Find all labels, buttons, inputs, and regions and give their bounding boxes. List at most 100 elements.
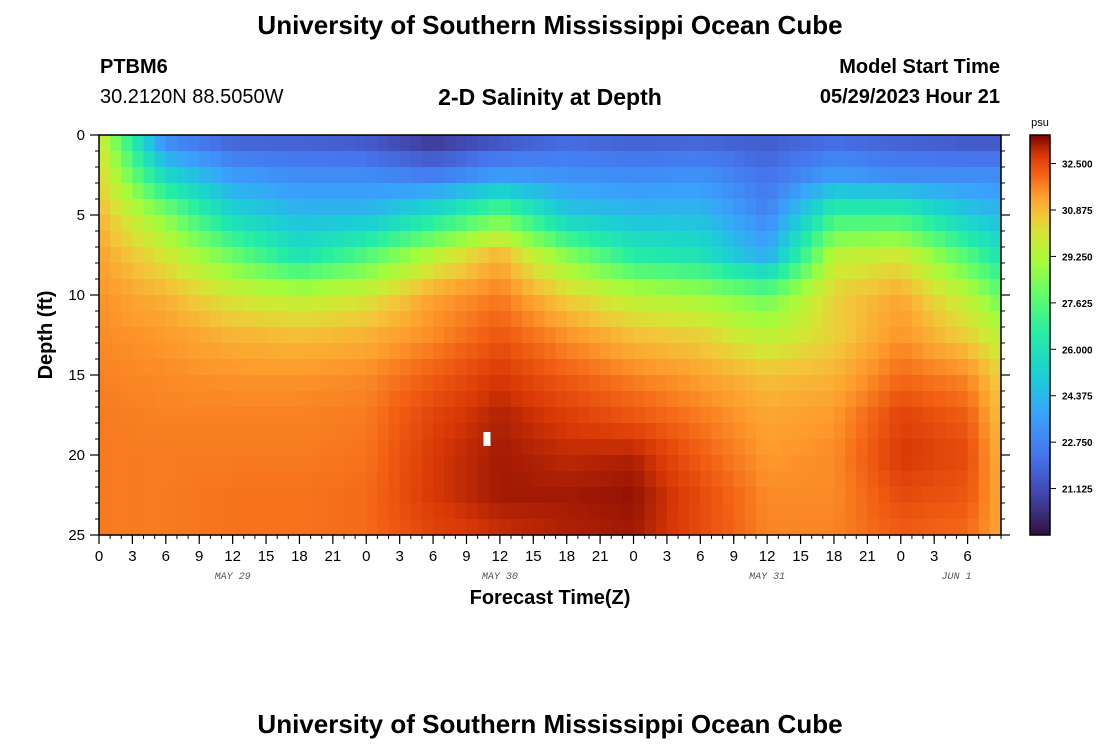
heatmap-cell <box>232 151 245 168</box>
heatmap-cell <box>845 151 857 168</box>
heatmap-cell <box>199 199 211 216</box>
heatmap-cell <box>421 503 434 520</box>
heatmap-cell <box>655 135 668 152</box>
heatmap-cell <box>433 151 445 168</box>
heatmap-cell <box>99 215 111 232</box>
heatmap-cell <box>199 279 211 296</box>
heatmap-cell <box>767 215 779 232</box>
heatmap-cell <box>321 423 334 440</box>
heatmap-cell <box>889 487 902 504</box>
heatmap-cell <box>165 519 178 536</box>
heatmap-cell <box>967 263 980 280</box>
heatmap-cell <box>199 503 211 520</box>
heatmap-cell <box>934 135 946 152</box>
heatmap-cell <box>878 247 891 264</box>
heatmap-cell <box>466 391 479 408</box>
heatmap-cell <box>644 167 657 184</box>
heatmap-cell <box>254 423 267 440</box>
heatmap-cell <box>767 183 779 200</box>
heatmap-cell <box>878 343 891 360</box>
heatmap-cell <box>800 455 813 472</box>
heatmap-cell <box>923 247 935 264</box>
heatmap-cell <box>232 199 245 216</box>
heatmap-cell <box>566 407 579 424</box>
heatmap-cell <box>588 455 601 472</box>
heatmap-cell <box>110 407 122 424</box>
heatmap-cell <box>989 183 1002 200</box>
heatmap-cell <box>744 423 757 440</box>
heatmap-cell <box>243 231 256 248</box>
heatmap-cell <box>477 343 490 360</box>
heatmap-cell <box>588 519 601 536</box>
heatmap-cell <box>555 455 568 472</box>
heatmap-cell <box>522 471 534 488</box>
heatmap-cell <box>989 375 1002 392</box>
heatmap-cell <box>511 503 523 520</box>
heatmap-cell <box>644 519 657 536</box>
heatmap-cell <box>254 439 267 456</box>
heatmap-cell <box>377 487 390 504</box>
heatmap-cell <box>655 215 668 232</box>
heatmap-cell <box>377 151 390 168</box>
heatmap-cell <box>143 327 156 344</box>
heatmap-cell <box>410 135 423 152</box>
heatmap-cell <box>132 471 145 488</box>
heatmap-cell <box>199 487 211 504</box>
heatmap-cell <box>99 439 111 456</box>
heatmap-cell <box>756 375 768 392</box>
heatmap-cell <box>99 487 111 504</box>
heatmap-cell <box>410 311 423 328</box>
heatmap-cell <box>299 215 312 232</box>
heatmap-cell <box>945 215 958 232</box>
heatmap-cell <box>544 471 557 488</box>
heatmap-cell <box>243 407 256 424</box>
heatmap-cell <box>967 391 980 408</box>
heatmap-cell <box>945 295 958 312</box>
heatmap-cell <box>321 503 334 520</box>
heatmap-cell <box>889 199 902 216</box>
heatmap-cell <box>499 487 512 504</box>
heatmap-cell <box>210 199 223 216</box>
heatmap-cell <box>978 391 991 408</box>
heatmap-cell <box>277 487 289 504</box>
heatmap-cell <box>421 247 434 264</box>
heatmap-cell <box>867 375 880 392</box>
heatmap-cell <box>767 263 779 280</box>
heatmap-cell <box>811 375 824 392</box>
x-tick-label: 6 <box>963 548 971 565</box>
heatmap-cell <box>410 231 423 248</box>
heatmap-cell <box>421 151 434 168</box>
heatmap-cell <box>555 471 568 488</box>
heatmap-cell <box>911 407 924 424</box>
heatmap-cell <box>165 455 178 472</box>
heatmap-cell <box>889 455 902 472</box>
heatmap-cell <box>789 407 802 424</box>
heatmap-cell <box>566 519 579 536</box>
heatmap-cell <box>99 343 111 360</box>
heatmap-cell <box>466 215 479 232</box>
heatmap-cell <box>878 375 891 392</box>
heatmap-cell <box>666 519 679 536</box>
heatmap-cell <box>343 423 356 440</box>
heatmap-cell <box>655 503 668 520</box>
heatmap-cell <box>444 199 456 216</box>
heatmap-cell <box>633 327 646 344</box>
heatmap-cell <box>923 423 935 440</box>
heatmap-cell <box>511 279 523 296</box>
heatmap-cell <box>477 391 490 408</box>
heatmap-cell <box>711 407 724 424</box>
heatmap-cell <box>744 359 757 376</box>
heatmap-cell <box>188 359 200 376</box>
heatmap-cell <box>911 167 924 184</box>
heatmap-cell <box>544 503 557 520</box>
heatmap-cell <box>277 263 289 280</box>
heatmap-cell <box>744 487 757 504</box>
heatmap-cell <box>310 391 323 408</box>
heatmap-cell <box>700 375 713 392</box>
heatmap-cell <box>622 247 635 264</box>
heatmap-cell <box>511 183 523 200</box>
heatmap-cell <box>945 423 958 440</box>
footer-title: University of Southern Mississippi Ocean… <box>257 709 843 739</box>
heatmap-cell <box>555 375 568 392</box>
heatmap-cell <box>321 375 334 392</box>
